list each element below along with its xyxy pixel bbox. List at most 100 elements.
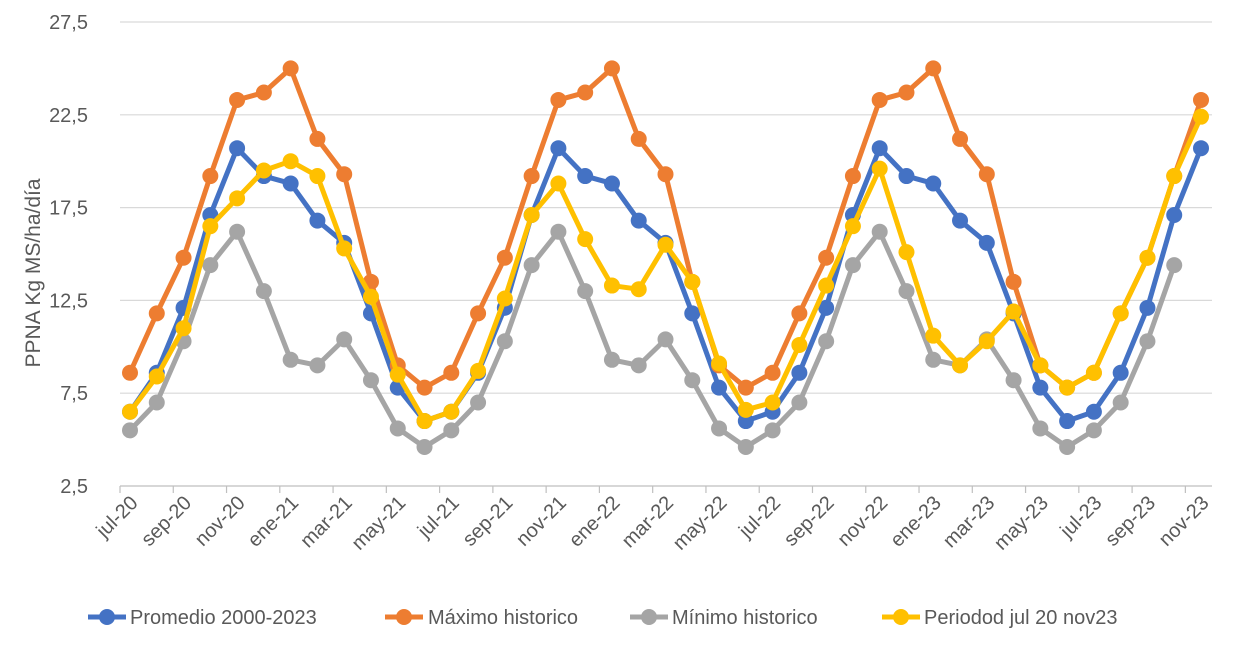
data-point — [229, 91, 246, 108]
data-point — [443, 403, 460, 420]
data-point — [1059, 413, 1076, 430]
series-line — [127, 229, 1177, 450]
data-point — [389, 420, 406, 437]
data-point — [1193, 140, 1209, 157]
data-point — [1032, 379, 1049, 396]
data-point — [1193, 108, 1209, 125]
data-point — [470, 362, 487, 379]
data-point — [1139, 299, 1156, 316]
data-point — [1166, 207, 1183, 224]
data-point — [282, 60, 299, 77]
x-tick-label: may-21 — [348, 492, 411, 555]
data-point — [1059, 379, 1076, 396]
data-point — [550, 91, 567, 108]
data-point — [978, 234, 995, 251]
legend-marker — [893, 609, 909, 625]
data-point — [603, 277, 620, 294]
data-point — [818, 299, 835, 316]
x-tick-label: may-22 — [669, 492, 732, 555]
y-tick-label: 27,5 — [49, 12, 88, 34]
data-point — [496, 249, 513, 266]
data-point — [764, 422, 781, 439]
data-point — [1032, 420, 1049, 437]
y-axis-title: PPNA Kg MS/ha/día — [22, 178, 45, 367]
data-point — [309, 130, 326, 147]
y-tick-label: 17,5 — [49, 198, 88, 220]
legend-item: Mínimo historico — [630, 607, 818, 629]
data-point — [1005, 273, 1022, 290]
data-point — [255, 162, 272, 179]
x-tick-label: nov-21 — [512, 492, 571, 551]
series-group — [122, 60, 1209, 456]
legend-label: Máximo historico — [428, 607, 578, 629]
data-point — [684, 273, 701, 290]
data-point — [122, 364, 138, 381]
data-point — [711, 355, 728, 372]
data-point — [148, 305, 165, 322]
data-point — [282, 175, 299, 192]
data-point — [336, 331, 353, 348]
data-point — [978, 333, 995, 350]
y-tick-label: 12,5 — [49, 290, 88, 312]
data-point — [1166, 168, 1183, 185]
data-point — [818, 249, 835, 266]
x-tick-label: sep-22 — [780, 492, 839, 551]
data-point — [925, 327, 942, 344]
legend-marker — [641, 609, 657, 625]
data-point — [737, 401, 754, 418]
data-point — [684, 372, 701, 389]
legend-label: Mínimo historico — [672, 607, 818, 629]
series-2 — [122, 60, 1209, 396]
data-point — [737, 379, 754, 396]
data-point — [416, 413, 433, 430]
data-point — [523, 207, 540, 224]
data-point — [416, 439, 433, 456]
legend-item: Promedio 2000-2023 — [88, 607, 317, 629]
data-point — [577, 231, 594, 248]
data-point — [1193, 91, 1209, 108]
data-point — [603, 60, 620, 77]
data-point — [711, 379, 728, 396]
data-point — [443, 422, 460, 439]
data-point — [1005, 303, 1022, 320]
data-point — [282, 351, 299, 368]
data-point — [603, 351, 620, 368]
x-tick-label: may-23 — [990, 492, 1053, 555]
data-point — [523, 257, 540, 274]
data-point — [1059, 439, 1076, 456]
data-point — [630, 212, 647, 229]
data-point — [764, 394, 781, 411]
legend-label: Periodod jul 20 nov23 — [924, 607, 1117, 629]
data-point — [122, 403, 138, 420]
x-tick-label: nov-23 — [1155, 492, 1214, 551]
data-point — [550, 140, 567, 157]
data-point — [122, 422, 138, 439]
data-point — [898, 168, 915, 185]
data-point — [389, 366, 406, 383]
data-point — [202, 168, 219, 185]
legend-marker — [396, 609, 412, 625]
data-point — [416, 379, 433, 396]
data-point — [1112, 305, 1129, 322]
data-point — [898, 84, 915, 101]
data-point — [978, 166, 995, 183]
x-tick-label: jul-22 — [734, 492, 785, 543]
x-tick-label: jul-20 — [92, 492, 143, 543]
legend-item: Máximo historico — [385, 607, 578, 629]
data-point — [148, 394, 165, 411]
data-point — [202, 257, 219, 274]
data-point — [496, 290, 513, 307]
data-point — [630, 281, 647, 298]
x-tick-label: jul-21 — [413, 492, 464, 543]
data-point — [737, 413, 754, 430]
data-point — [336, 166, 353, 183]
data-point — [791, 394, 808, 411]
data-point — [443, 364, 460, 381]
data-point — [898, 244, 915, 261]
data-point — [791, 364, 808, 381]
data-point — [309, 212, 326, 229]
x-tick-label: ene-21 — [244, 492, 304, 552]
data-point — [1139, 333, 1156, 350]
x-tick-label: nov-20 — [191, 492, 250, 551]
